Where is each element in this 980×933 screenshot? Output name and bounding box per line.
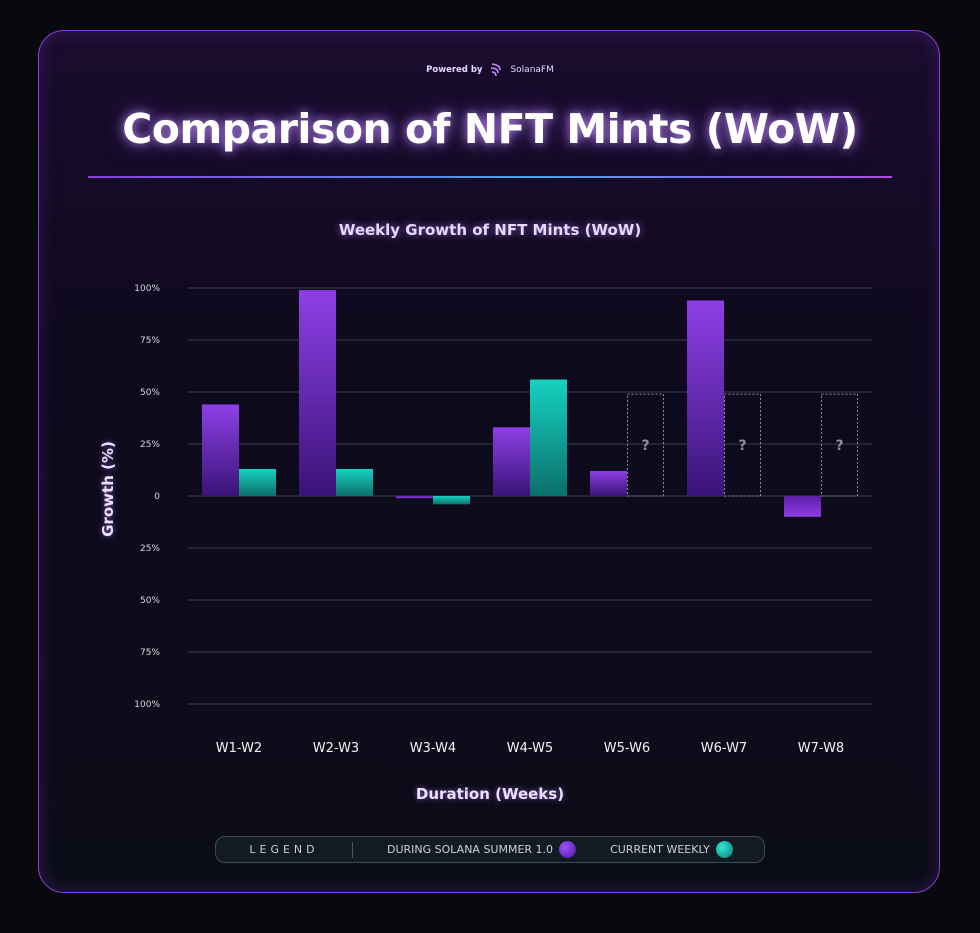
legend-label-summer: DURING SOLANA SUMMER 1.0 [387,843,554,856]
bar-summer [396,496,433,499]
x-tick-label: W1-W2 [216,741,262,756]
legend-swatch-teal [715,841,733,858]
y-tick-label: 25% [140,440,160,450]
y-axis-label: Growth (%) [99,441,117,537]
bar-summer [784,496,821,517]
chart-title: Weekly Growth of NFT Mints (WoW) [338,221,642,239]
x-tick-label: W7-W8 [798,741,844,756]
x-tick-label: W4-W5 [507,741,553,756]
legend: LEGEND DURING SOLANA SUMMER 1.0 CURRENT … [215,836,765,863]
bar-current [530,379,567,496]
bar-current [239,468,276,496]
title-divider [88,176,892,178]
bar-summer [493,427,530,496]
solanafm-logo-icon [491,63,502,77]
page-title: Comparison of NFT Mints (WoW) [122,105,858,153]
y-tick-label: 50% [140,388,160,398]
x-tick-label: W6-W7 [701,741,747,756]
bar-summer [687,300,724,496]
y-tick-label: 100% [134,284,160,294]
legend-item-summer: DURING SOLANA SUMMER 1.0 [387,841,577,858]
unknown-value-placeholder [821,393,858,497]
y-tick-label: 50% [140,596,160,606]
brand-name: SolanaFM [510,65,554,75]
unknown-value-mark: ? [738,438,746,454]
chart-card [38,30,940,893]
bar-summer [299,290,336,496]
y-tick-label: 75% [140,648,160,658]
unknown-value-mark: ? [641,438,649,454]
unknown-value-placeholder [627,393,664,497]
y-tick-label: 100% [134,700,160,710]
bar-summer [202,404,239,496]
bar-current [336,468,373,496]
legend-separator [352,841,353,858]
legend-title: LEGEND [249,843,319,856]
y-tick-label: 75% [140,336,160,346]
x-tick-label: W2-W3 [313,741,359,756]
y-tick-label: 25% [140,544,160,554]
x-tick-label: W3-W4 [410,741,456,756]
powered-by-label: Powered by [426,65,483,75]
unknown-value-placeholder [724,393,761,497]
y-tick-label: 0 [154,492,160,502]
bar-current [433,496,470,505]
legend-label-current: CURRENT WEEKLY [610,843,710,856]
bar-summer [590,471,627,496]
legend-swatch-purple [559,841,577,858]
legend-item-current: CURRENT WEEKLY [610,841,733,858]
powered-by: Powered by SolanaFM [0,62,980,78]
x-axis-label: Duration (Weeks) [415,785,565,803]
unknown-value-mark: ? [835,438,843,454]
x-tick-label: W5-W6 [604,741,650,756]
